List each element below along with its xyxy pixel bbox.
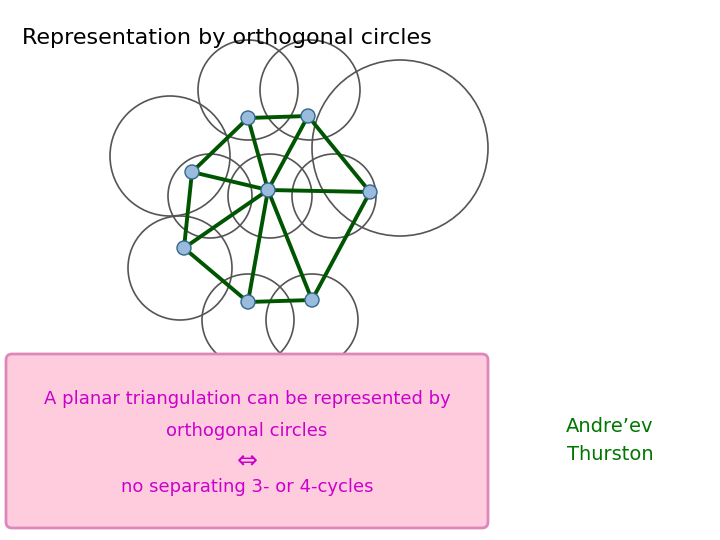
Circle shape [363,185,377,199]
Circle shape [261,183,275,197]
Text: no separating 3- or 4-cycles: no separating 3- or 4-cycles [121,478,373,496]
Circle shape [241,295,255,309]
Circle shape [301,109,315,123]
Circle shape [185,165,199,179]
Text: Representation by orthogonal circles: Representation by orthogonal circles [22,28,432,48]
FancyBboxPatch shape [6,354,488,528]
Text: A planar triangulation can be represented by: A planar triangulation can be represente… [44,390,451,408]
Text: orthogonal circles: orthogonal circles [166,422,328,440]
Circle shape [241,111,255,125]
Circle shape [177,241,191,255]
Text: ⇔: ⇔ [236,448,258,472]
Circle shape [305,293,319,307]
Text: Andre’ev
Thurston: Andre’ev Thurston [566,416,654,463]
